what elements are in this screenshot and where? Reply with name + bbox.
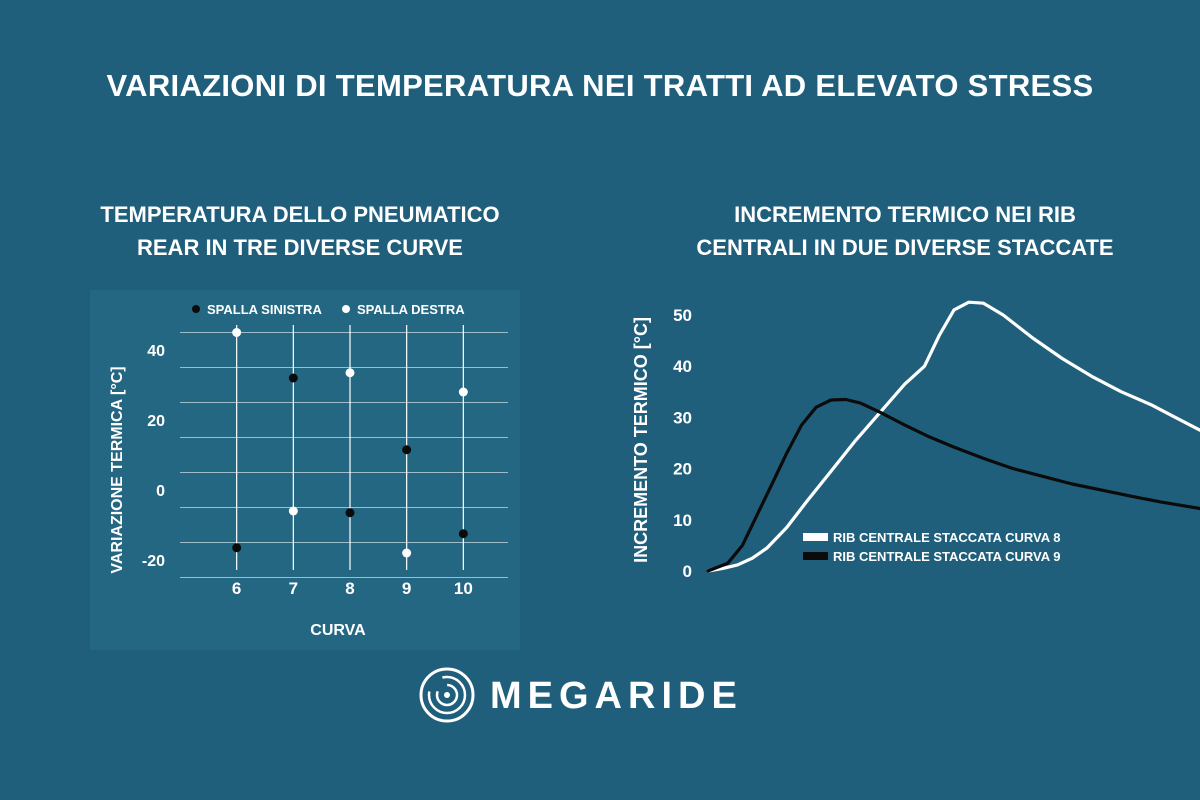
scatter-point — [288, 373, 298, 383]
scatter-point — [345, 508, 355, 518]
scatter-x-axis-label: CURVA — [310, 622, 366, 639]
y-tick-label: 50 — [673, 306, 692, 325]
y-tick-label: 20 — [673, 460, 692, 479]
x-tick-label: 6 — [232, 579, 241, 598]
right-chart-title-line-2: CENTRALI IN DUE DIVERSE STACCATE — [696, 235, 1114, 260]
scatter-point — [458, 387, 468, 397]
scatter-point — [232, 543, 242, 553]
scatter-point — [232, 328, 242, 337]
scatter-grid — [180, 325, 508, 578]
legend-label: SPALLA SINISTRA — [207, 302, 322, 317]
x-tick-label: 7 — [289, 579, 298, 598]
series-line — [706, 300, 1200, 573]
scatter-legend: SPALLA SINISTRA SPALLA DESTRA — [192, 302, 465, 317]
line-y-ticks: 50 40 30 20 10 0 — [673, 306, 692, 581]
y-tick-label: 40 — [673, 357, 692, 376]
legend-label: RIB CENTRALE STACCATA CURVA 8 — [833, 530, 1061, 545]
scatter-y-ticks: 40 20 0 -20 — [142, 343, 165, 570]
legend-label: RIB CENTRALE STACCATA CURVA 9 — [833, 549, 1061, 564]
scatter-plot-background — [90, 290, 520, 650]
x-tick-label: 9 — [402, 579, 411, 598]
scatter-point — [345, 368, 355, 378]
right-chart-title-line-1: INCREMENTO TERMICO NEI RIB — [734, 202, 1076, 227]
legend-marker — [192, 305, 200, 313]
left-chart-title: TEMPERATURA DELLO PNEUMATICO REAR IN TRE… — [40, 198, 560, 264]
y-tick-label: 40 — [147, 343, 165, 360]
scatter-points — [232, 328, 468, 558]
scatter-point — [288, 506, 298, 516]
scatter-x-ticks: 6 7 8 9 10 — [232, 579, 473, 598]
brand-name: MEGARIDE — [490, 675, 743, 717]
line-series — [706, 300, 1200, 573]
scatter-point — [402, 445, 412, 455]
megaride-logo-icon — [419, 667, 475, 723]
scatter-chart: SPALLA SINISTRA SPALLA DESTRA 40 20 0 -20 6 7… — [90, 290, 520, 650]
legend-marker — [342, 305, 350, 313]
line-y-axis-label: INCREMENTO TERMICO [°C] — [631, 317, 651, 563]
left-chart-title-line-2: REAR IN TRE DIVERSE CURVE — [137, 235, 463, 260]
left-chart-title-line-1: TEMPERATURA DELLO PNEUMATICO — [100, 202, 500, 227]
y-tick-label: 0 — [156, 483, 165, 500]
x-tick-label: 10 — [454, 579, 473, 598]
legend-swatch — [803, 552, 828, 560]
megaride-logo: MEGARIDE — [419, 667, 743, 723]
legend-swatch — [803, 533, 828, 541]
scatter-point — [458, 529, 468, 539]
line-legend: RIB CENTRALE STACCATA CURVA 8 RIB CENTRAL… — [803, 530, 1061, 564]
legend-label: SPALLA DESTRA — [357, 302, 465, 317]
y-tick-label: 30 — [673, 408, 692, 427]
y-tick-label: 20 — [147, 413, 165, 430]
right-chart-title: INCREMENTO TERMICO NEI RIB CENTRALI IN D… — [630, 198, 1180, 264]
y-tick-label: 0 — [683, 562, 692, 581]
y-tick-label: 10 — [673, 511, 692, 530]
x-tick-label: 8 — [345, 579, 354, 598]
line-chart: 50 40 30 20 10 0 RIB CENTRALE STACCATA CURVA … — [631, 300, 1200, 581]
series-line — [706, 397, 1200, 573]
y-tick-label: -20 — [142, 553, 165, 570]
scatter-point — [402, 548, 412, 558]
scatter-y-axis-label: VARIAZIONE TERMICA [°C] — [109, 366, 126, 573]
page-title: VARIAZIONI DI TEMPERATURA NEI TRATTI AD … — [106, 68, 1094, 103]
